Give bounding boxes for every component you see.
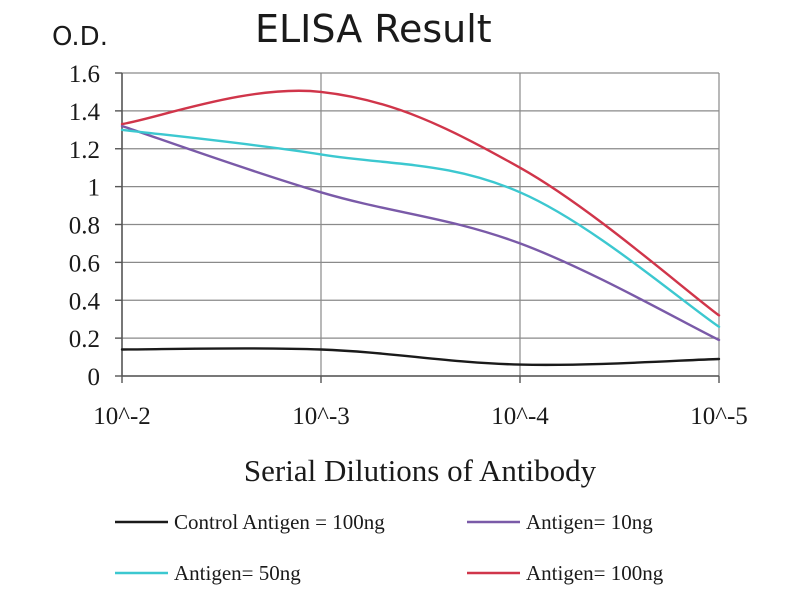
y-tick-label: 0 xyxy=(88,364,101,391)
x-tick-label: 10^-4 xyxy=(491,403,549,430)
x-axis-label: Serial Dilutions of Antibody xyxy=(244,453,597,488)
series-line-3 xyxy=(120,128,721,328)
x-tick-label: 10^-3 xyxy=(292,403,350,430)
y-tick-label: 1.4 xyxy=(69,99,101,126)
y-tick-label: 0.2 xyxy=(69,326,100,353)
x-tick-label: 10^-2 xyxy=(93,403,151,430)
series-line-2 xyxy=(120,124,721,342)
series-lines xyxy=(120,89,721,367)
legend-label: Antigen= 50ng xyxy=(174,561,301,585)
y-tick-label: 0.8 xyxy=(69,213,100,240)
grid-lines xyxy=(122,72,720,377)
axes xyxy=(115,72,720,383)
y-axis-label: O.D. xyxy=(52,22,108,52)
legend: Control Antigen = 100ng Antigen= 10ng Anti… xyxy=(115,510,664,585)
y-tick-label: 0.4 xyxy=(69,288,101,315)
y-tick-label: 1 xyxy=(88,175,101,202)
legend-label: Control Antigen = 100ng xyxy=(174,510,385,534)
y-tick-label: 1.2 xyxy=(69,137,100,164)
legend-label: Antigen= 10ng xyxy=(526,510,653,534)
x-tick-labels: 10^-2 10^-3 10^-4 10^-5 xyxy=(93,403,748,430)
x-tick-label: 10^-5 xyxy=(690,403,748,430)
legend-label: Antigen= 100ng xyxy=(526,561,664,585)
series-line-1 xyxy=(120,347,721,367)
y-tick-label: 1.6 xyxy=(69,61,100,88)
y-tick-labels: 0 0.2 0.4 0.6 0.8 1 1.2 1.4 1.6 xyxy=(69,61,101,391)
series-line-4 xyxy=(120,89,721,317)
chart-title: ELISA Result xyxy=(255,7,492,51)
y-tick-label: 0.6 xyxy=(69,250,100,277)
